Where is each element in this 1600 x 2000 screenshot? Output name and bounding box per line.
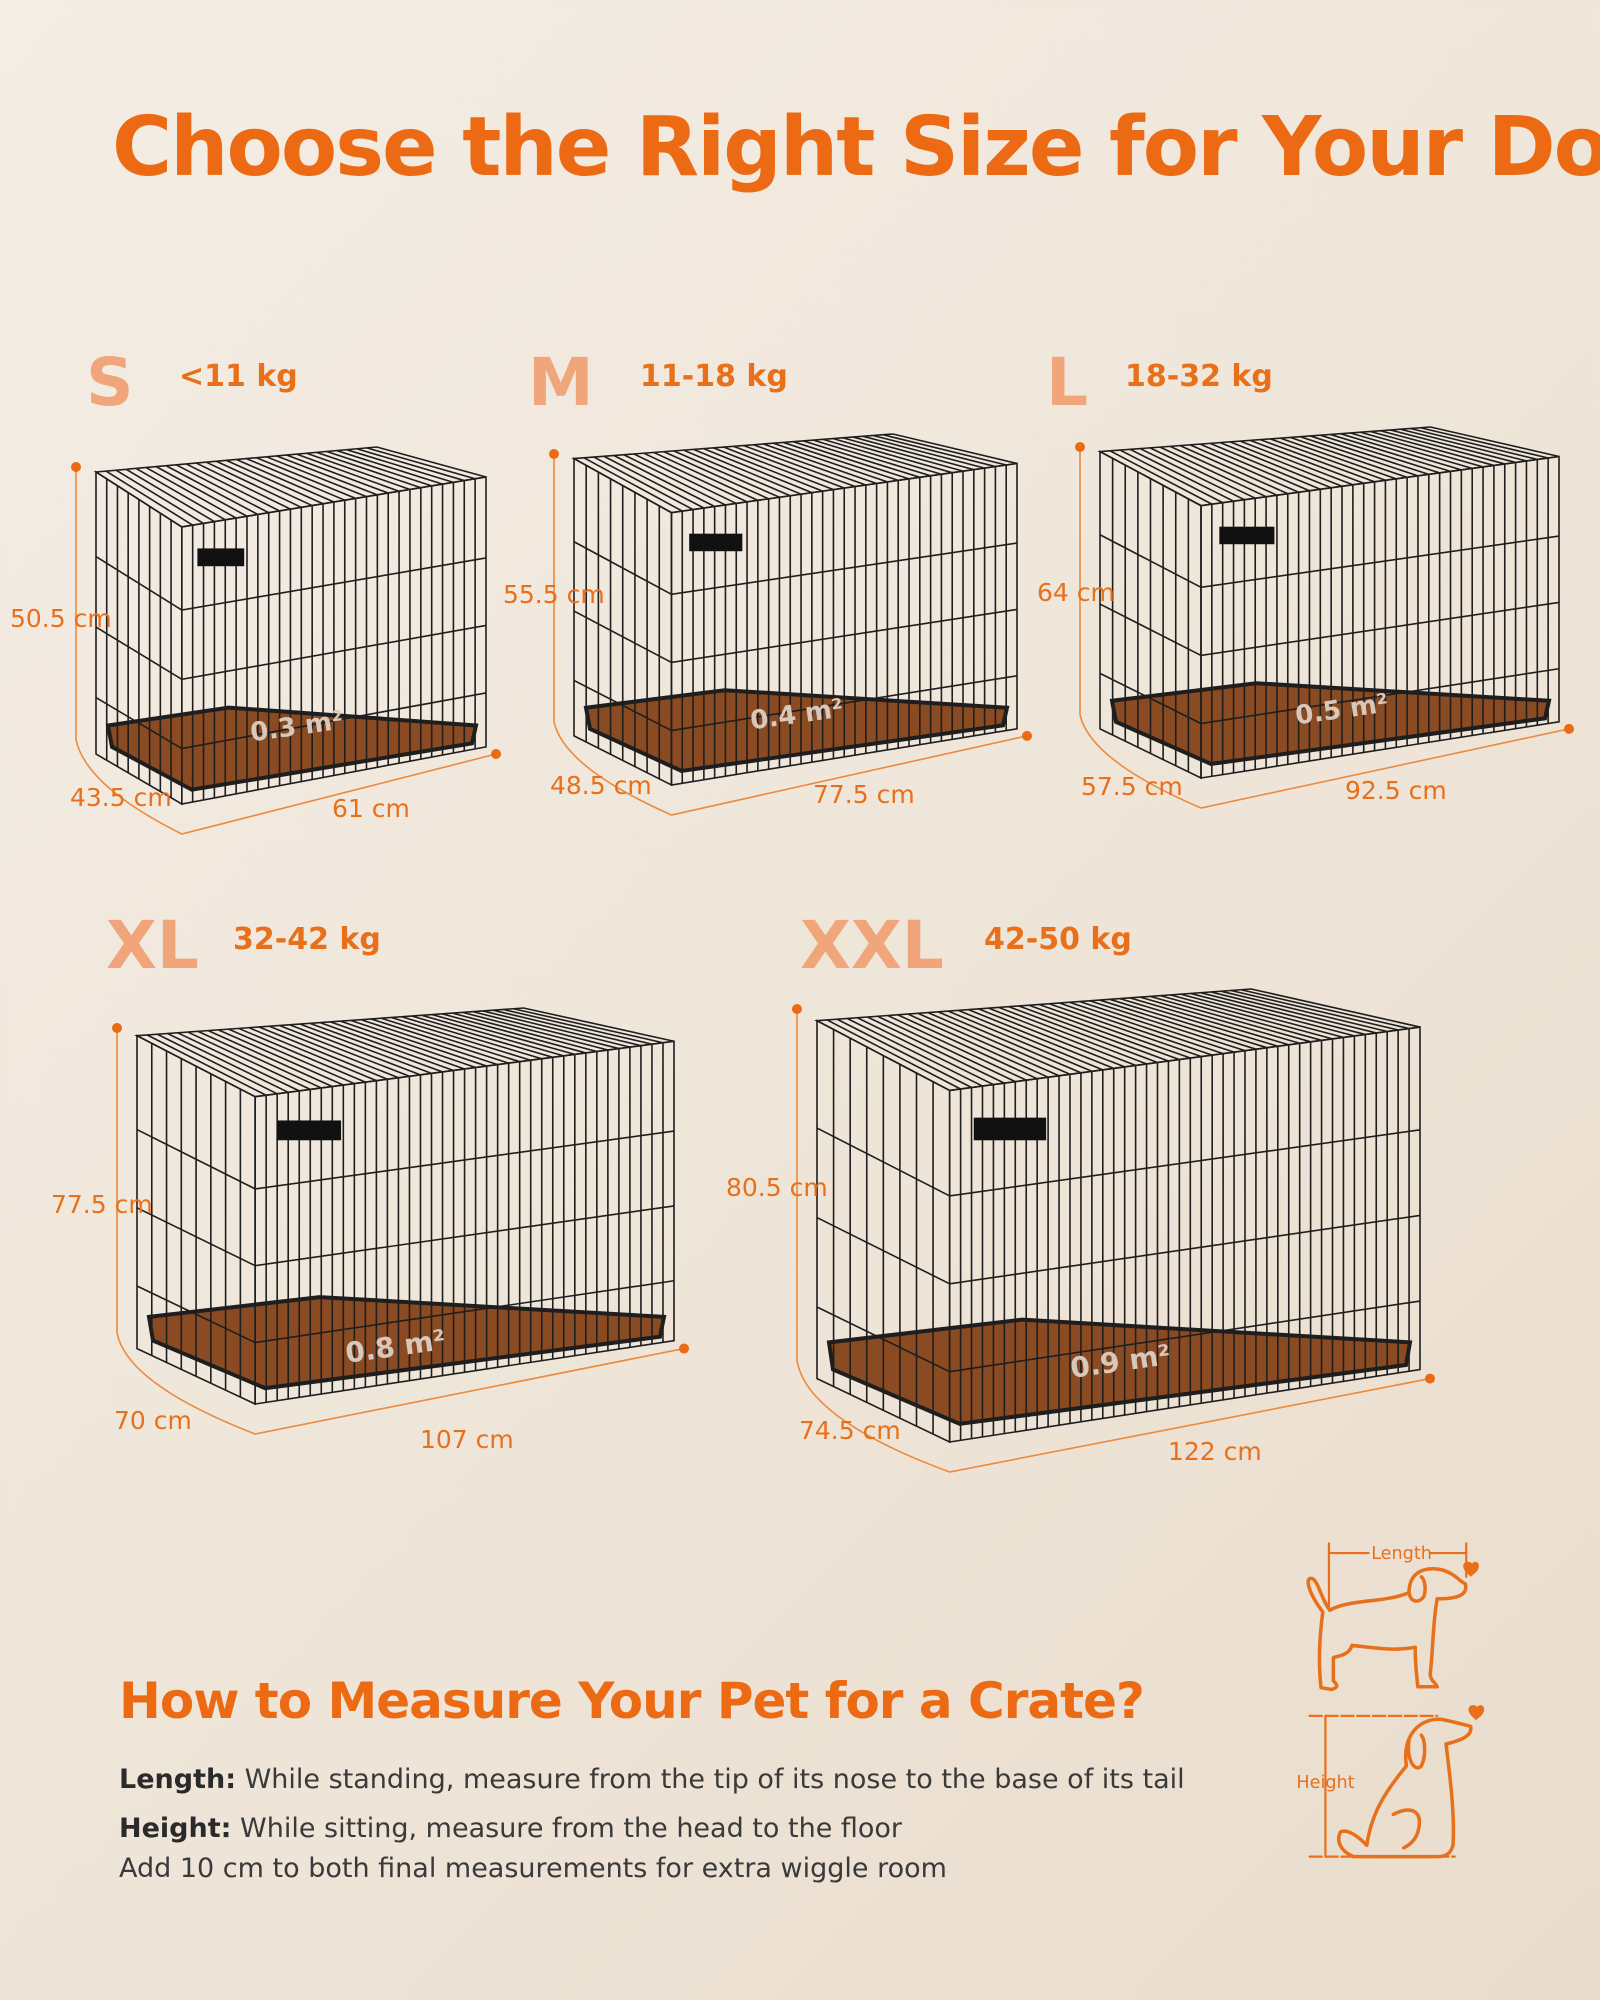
dimension-arrow-icon (491, 749, 501, 760)
depth-dimension: 48.5 cm (550, 771, 652, 800)
size-label: L (1046, 344, 1089, 421)
weight-range: 42-50 kg (984, 922, 1132, 957)
wiggle-note: Add 10 cm to both final measurements for… (119, 1853, 947, 1884)
dimension-arrow-icon (1075, 442, 1085, 452)
dimension-lines (796, 1009, 1431, 1473)
crate-image (71, 446, 501, 835)
depth-dimension: 57.5 cm (1081, 772, 1183, 801)
dimension-lines (553, 454, 1028, 816)
standing-dog-icon (1306, 1542, 1479, 1692)
brand-logo (689, 533, 743, 552)
sitting-dog-icon (1308, 1705, 1485, 1859)
dimension-lines (75, 467, 497, 835)
dimension-arrow-icon (112, 1023, 122, 1033)
dog-measure-illustration: Length Height (1270, 1510, 1490, 1890)
size-label: M (528, 344, 594, 421)
height-label: Height: (119, 1813, 232, 1844)
length-dimension: 122 cm (1168, 1437, 1262, 1466)
dimension-arrow-icon (1564, 723, 1574, 734)
tray (105, 705, 479, 792)
brand-logo (1219, 526, 1275, 545)
tray (583, 688, 1010, 774)
length-dimension: 61 cm (332, 794, 410, 823)
height-dimension: 80.5 cm (726, 1173, 828, 1202)
crate-image (1075, 426, 1574, 809)
depth-dimension: 70 cm (114, 1406, 192, 1435)
length-label: Length: (119, 1764, 236, 1795)
height-text: While sitting, measure from the head to … (231, 1813, 903, 1844)
crate-image (112, 1007, 689, 1435)
dimension-arrow-icon (792, 1004, 802, 1014)
weight-range: 18-32 kg (1125, 359, 1273, 394)
size-label: XL (106, 907, 199, 984)
icon-length-label: Length (1371, 1544, 1432, 1564)
page-title: Choose the Right Size for Your Dog (112, 100, 1600, 195)
height-dimension: 77.5 cm (51, 1190, 153, 1219)
dimension-lines (1079, 447, 1570, 809)
dimension-arrow-icon (549, 449, 559, 459)
brand-logo (197, 548, 245, 567)
dimension-lines (116, 1028, 685, 1435)
size-label: S (86, 344, 134, 421)
height-dimension: 55.5 cm (503, 580, 605, 609)
measure-title: How to Measure Your Pet for a Crate? (119, 1672, 1145, 1730)
depth-dimension: 43.5 cm (70, 783, 172, 812)
icon-height-label: Height (1296, 1773, 1354, 1793)
length-text: While standing, measure from the tip of … (236, 1764, 1185, 1795)
weight-range: <11 kg (179, 359, 298, 394)
dimension-arrow-icon (1022, 730, 1032, 741)
height-dimension: 64 cm (1037, 578, 1115, 607)
weight-range: 11-18 kg (640, 359, 788, 394)
length-instruction: Length: While standing, measure from the… (119, 1764, 1185, 1795)
dimension-arrow-icon (71, 462, 81, 472)
length-dimension: 107 cm (420, 1425, 514, 1454)
weight-range: 32-42 kg (233, 922, 381, 957)
brand-logo (276, 1120, 342, 1141)
length-dimension: 77.5 cm (813, 780, 915, 809)
height-dimension: 50.5 cm (10, 604, 112, 633)
depth-dimension: 74.5 cm (799, 1416, 901, 1445)
crate-image (549, 433, 1032, 816)
length-dimension: 92.5 cm (1345, 776, 1447, 805)
crate-image (792, 988, 1435, 1473)
dimension-arrow-icon (679, 1343, 689, 1354)
brand-logo (973, 1117, 1047, 1141)
size-label: XXL (800, 907, 944, 984)
height-instruction: Height: While sitting, measure from the … (119, 1813, 902, 1844)
dimension-arrow-icon (1425, 1373, 1435, 1384)
